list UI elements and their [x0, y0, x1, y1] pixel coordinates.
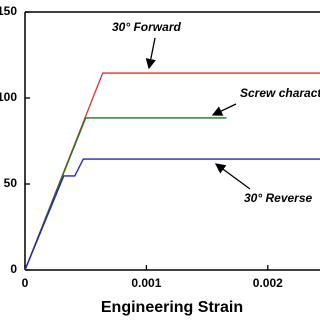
series-label: 30° Forward: [112, 20, 181, 34]
y-tick-label: 0: [10, 262, 17, 276]
arrow: [211, 103, 237, 116]
series-label: 30° Reverse: [244, 191, 313, 205]
series-line: [24, 72, 320, 271]
arrow: [214, 163, 251, 190]
series-line: [24, 117, 227, 271]
x-tick-label: 0.001: [131, 276, 161, 290]
x-tick-label: 0.002: [253, 276, 283, 290]
x-axis-title: Engineering Strain: [101, 299, 243, 316]
y-tick-label: 100: [0, 90, 17, 104]
y-tick-label: 50: [4, 176, 18, 190]
y-tick-label: 150: [0, 4, 17, 18]
arrow: [145, 37, 156, 70]
x-tick-label: 0: [22, 276, 29, 290]
series-line: [24, 158, 320, 271]
series-label: Screw charact: [240, 86, 320, 100]
